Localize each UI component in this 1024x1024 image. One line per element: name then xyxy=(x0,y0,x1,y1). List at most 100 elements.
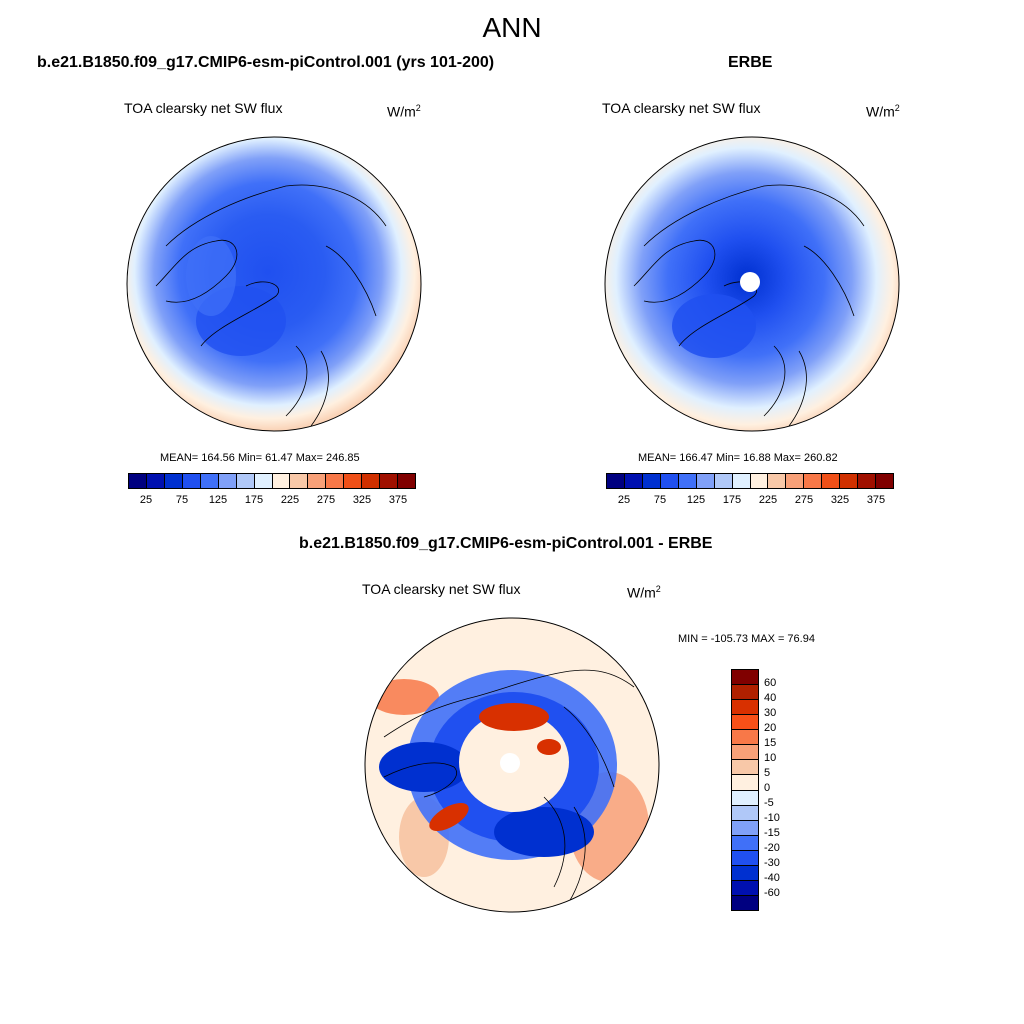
panel3-polar-map xyxy=(364,617,660,913)
panel1-colorbar-swatch xyxy=(182,474,201,488)
panel3-colorbar-tick-label: -30 xyxy=(764,857,780,869)
panel2-colorbar-tick-label: 125 xyxy=(686,494,706,506)
panel2-colorbar-swatch xyxy=(642,474,661,488)
panel1-colorbar-swatch xyxy=(254,474,273,488)
panel2-colorbar-swatch xyxy=(660,474,679,488)
panel1-colorbar-tick-label: 325 xyxy=(352,494,372,506)
panel2-colorbar-swatch xyxy=(840,474,859,488)
panel1-colorbar-tick-label: 225 xyxy=(280,494,300,506)
panel3-field-label: TOA clearsky net SW flux xyxy=(362,581,521,597)
panel2-colorbar-swatch xyxy=(858,474,877,488)
panel3-units: W/m2 xyxy=(627,584,661,601)
panel3-colorbar-tick-label: -15 xyxy=(764,827,780,839)
panel2-colorbar-tick-label: 225 xyxy=(758,494,778,506)
panel1-field-label: TOA clearsky net SW flux xyxy=(124,100,283,116)
panel1-colorbar-tick-label: 275 xyxy=(316,494,336,506)
panel3-colorbar-swatch xyxy=(732,895,758,910)
panel2-colorbar-swatch xyxy=(696,474,715,488)
panel3-colorbar xyxy=(731,669,759,911)
panel3-colorbar-tick-label: -40 xyxy=(764,872,780,884)
panel1-colorbar-swatch xyxy=(290,474,309,488)
panel3-colorbar-tick-label: 15 xyxy=(764,737,777,749)
panel2-field-label: TOA clearsky net SW flux xyxy=(602,100,761,116)
panel2-colorbar-swatch xyxy=(624,474,643,488)
panel2-colorbar-swatch xyxy=(768,474,787,488)
panel3-colorbar-tick-label: -5 xyxy=(764,797,774,809)
panel3-colorbar-swatch xyxy=(732,850,758,866)
panel3-colorbar-tick-label: 10 xyxy=(764,752,777,764)
panel1-colorbar-swatch xyxy=(398,474,415,488)
panel1-colorbar-swatch xyxy=(236,474,255,488)
panel3-colorbar-swatch xyxy=(732,880,758,896)
panel1-colorbar-swatch xyxy=(380,474,399,488)
panel2-colorbar-swatch xyxy=(678,474,697,488)
panel2-colorbar-tick-label: 25 xyxy=(617,494,631,506)
panel3-colorbar-tick-label: 40 xyxy=(764,692,777,704)
panel1-colorbar-tick-label: 75 xyxy=(175,494,189,506)
panel1-polar-map xyxy=(126,136,422,432)
panel2-colorbar-tick-label: 325 xyxy=(830,494,850,506)
panel1-colorbar-swatch xyxy=(129,474,147,488)
panel1-colorbar-tick-label: 375 xyxy=(388,494,408,506)
panel2-colorbar-tick-label: 175 xyxy=(722,494,742,506)
panel3-colorbar-swatch xyxy=(732,865,758,881)
panel3-colorbar-swatch xyxy=(732,760,758,776)
panel3-colorbar-tick-label: 0 xyxy=(764,782,771,794)
panel1-colorbar-swatch xyxy=(146,474,165,488)
panel3-title: b.e21.B1850.f09_g17.CMIP6-esm-piControl.… xyxy=(299,535,713,552)
panel2-colorbar-swatch xyxy=(732,474,751,488)
panel1-units: W/m2 xyxy=(387,103,421,120)
panel2-stats: MEAN= 166.47 Min= 16.88 Max= 260.82 xyxy=(638,452,838,464)
panel1-colorbar-swatch xyxy=(200,474,219,488)
panel1-colorbar xyxy=(128,473,416,489)
panel1-colorbar-tick-label: 125 xyxy=(208,494,228,506)
panel2-colorbar-swatch xyxy=(607,474,625,488)
panel3-colorbar-swatch xyxy=(732,730,758,746)
panel2-units: W/m2 xyxy=(866,103,900,120)
panel3-colorbar-tick-label: 5 xyxy=(764,767,771,779)
panel2-colorbar-swatch xyxy=(822,474,841,488)
panel3-colorbar-swatch xyxy=(732,670,758,686)
panel2-colorbar-swatch xyxy=(804,474,823,488)
panel2-colorbar-swatch xyxy=(750,474,769,488)
panel3-colorbar-swatch xyxy=(732,790,758,806)
panel1-colorbar-swatch xyxy=(218,474,237,488)
panel2-colorbar-swatch xyxy=(714,474,733,488)
panel1-colorbar-tick-label: 25 xyxy=(139,494,153,506)
panel3-colorbar-swatch xyxy=(732,805,758,821)
panel3-colorbar-tick-label: 60 xyxy=(764,677,777,689)
panel3-colorbar-swatch xyxy=(732,685,758,701)
panel1-colorbar-swatch xyxy=(164,474,183,488)
panel3-colorbar-swatch xyxy=(732,700,758,716)
panel1-colorbar-swatch xyxy=(362,474,381,488)
panel1-title: b.e21.B1850.f09_g17.CMIP6-esm-piControl.… xyxy=(37,54,495,71)
panel2-colorbar-ticks: 25 75 125 175 225 275 325 375 xyxy=(606,494,894,508)
panel2-colorbar-swatch xyxy=(786,474,805,488)
panel1-colorbar-swatch xyxy=(308,474,327,488)
panel2-polar-map xyxy=(604,136,900,432)
panel1-colorbar-swatch xyxy=(272,474,291,488)
panel3-colorbar-swatch xyxy=(732,775,758,791)
panel1-stats: MEAN= 164.56 Min= 61.47 Max= 246.85 xyxy=(160,452,360,464)
panel1-colorbar-swatch xyxy=(326,474,345,488)
panel3-colorbar-tick-label: -20 xyxy=(764,842,780,854)
panel3-colorbar-swatch xyxy=(732,745,758,761)
panel1-colorbar-ticks: 25 75 125 175 225 275 325 375 xyxy=(128,494,416,508)
panel3-colorbar-tick-label: -60 xyxy=(764,887,780,899)
panel2-colorbar-swatch xyxy=(876,474,893,488)
panel2-colorbar-tick-label: 275 xyxy=(794,494,814,506)
panel1-colorbar-swatch xyxy=(344,474,363,488)
panel2-colorbar-tick-label: 375 xyxy=(866,494,886,506)
panel3-colorbar-swatch xyxy=(732,820,758,836)
panel3-colorbar-tick-label: 30 xyxy=(764,707,777,719)
panel2-title: ERBE xyxy=(728,54,773,71)
panel2-colorbar xyxy=(606,473,894,489)
panel3-stats: MIN = -105.73 MAX = 76.94 xyxy=(678,633,815,645)
panel3-colorbar-swatch xyxy=(732,715,758,731)
panel3-colorbar-tick-label: -10 xyxy=(764,812,780,824)
panel1-colorbar-tick-label: 175 xyxy=(244,494,264,506)
panel3-colorbar-swatch xyxy=(732,835,758,851)
figure-title: ANN xyxy=(482,12,542,43)
panel3-colorbar-tick-label: 20 xyxy=(764,722,777,734)
panel2-colorbar-tick-label: 75 xyxy=(653,494,667,506)
